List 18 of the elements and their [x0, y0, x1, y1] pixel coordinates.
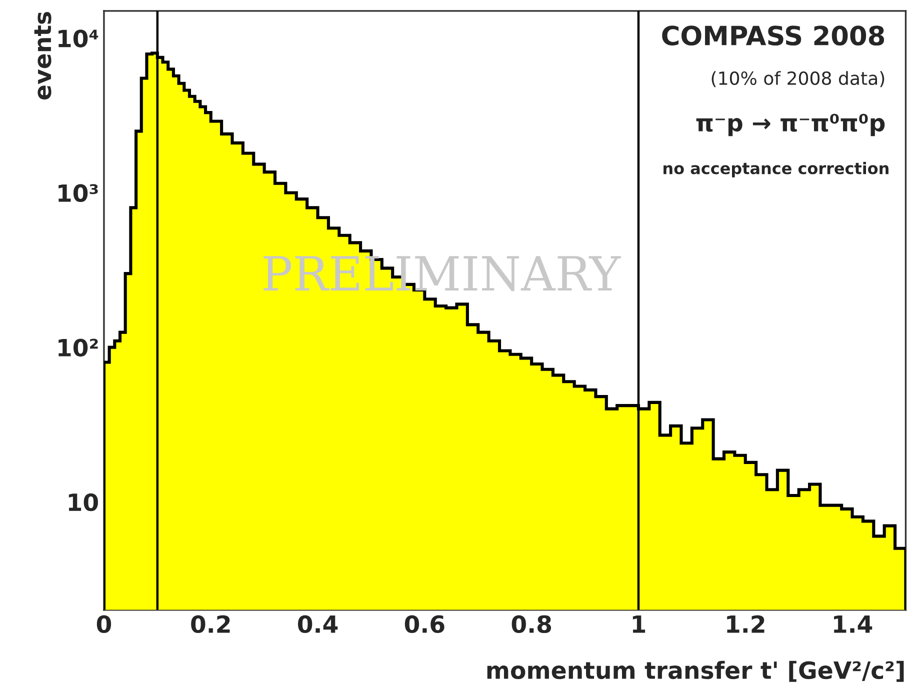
x-tick-label: 0.2: [191, 615, 230, 634]
annotation: no acceptance correction: [664, 162, 888, 178]
y-tick-label: 10: [68, 493, 98, 512]
x-tick-label: 0.8: [512, 615, 552, 634]
annotation: (10% of 2008 data): [712, 71, 884, 88]
x-tick-label: 0.6: [404, 615, 444, 634]
annotation: π⁻p → π⁻π⁰π⁰p: [696, 114, 885, 136]
x-tick-label: 1: [632, 616, 646, 633]
y-tick-label: 10⁴: [58, 30, 98, 48]
y-axis-title: events: [34, 12, 52, 100]
y-tick-label: 10³: [58, 184, 98, 202]
x-tick-label: 0.4: [298, 615, 338, 634]
x-tick-label: 1.4: [834, 616, 872, 633]
annotation: COMPASS 2008: [662, 26, 884, 46]
x-tick-label: 1.2: [727, 615, 764, 633]
y-tick-label: 10²: [58, 338, 98, 357]
x-tick-label: 0: [96, 615, 112, 634]
x-axis-title: momentum transfer t' [GeV²/c²]: [487, 660, 904, 682]
